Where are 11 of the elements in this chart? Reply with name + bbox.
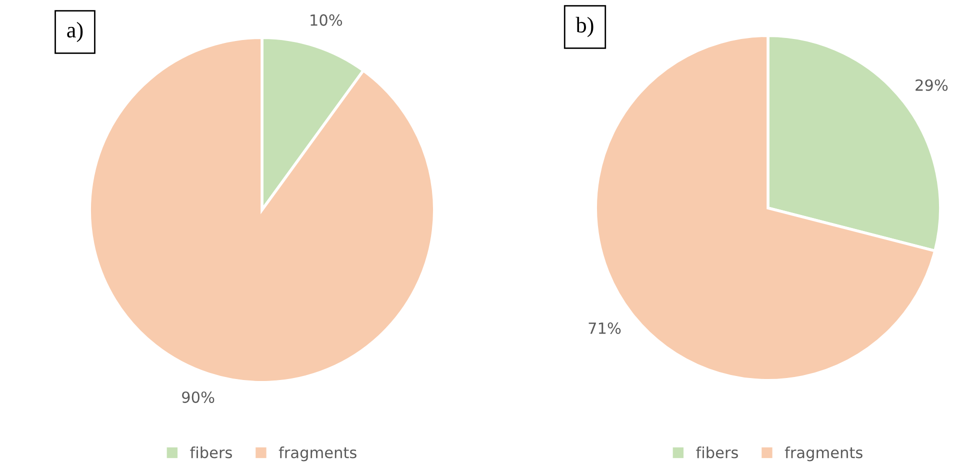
legend-label: fibers xyxy=(190,446,232,458)
data-label: 90% xyxy=(182,391,214,404)
chart-title: b) xyxy=(576,16,594,38)
data-label: 10% xyxy=(310,14,342,26)
chart-title: a) xyxy=(67,22,83,42)
legend-label: fibers xyxy=(696,446,738,458)
data-label: 71% xyxy=(588,322,621,334)
legend-label: fragments xyxy=(278,446,356,462)
data-label: 29% xyxy=(916,79,948,91)
legend-label: fragments xyxy=(784,446,862,462)
pie-slice xyxy=(88,36,436,384)
